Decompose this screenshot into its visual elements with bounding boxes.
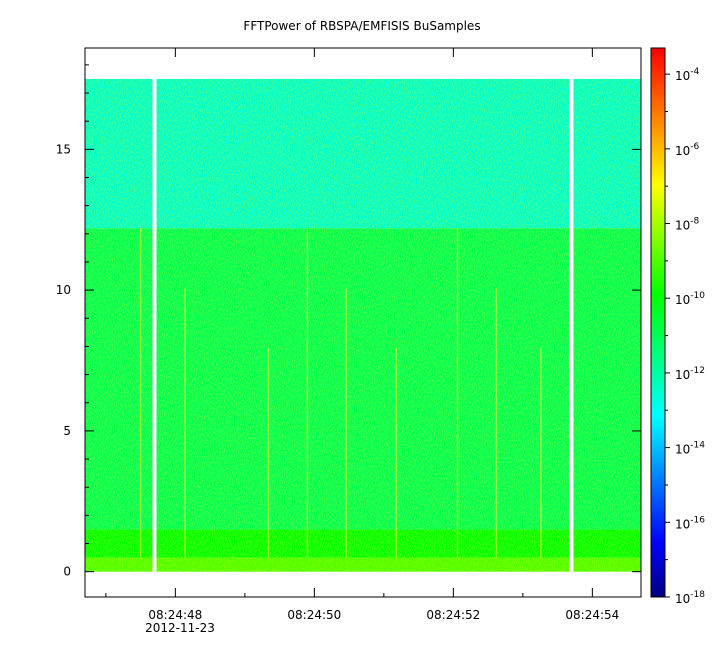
- plot-frame: [84, 47, 642, 598]
- y-tick-label: 15: [56, 142, 71, 156]
- gap-1: [569, 78, 574, 572]
- colorbar-tick-label: 10-10: [675, 291, 705, 307]
- data-gaps: [152, 78, 574, 572]
- colorbar-tick-label: 10-16: [675, 515, 705, 531]
- colorbar-ticks: 10-4 10-6 10-8 10-10 10-12 10-14 10-16 10-18: [665, 67, 705, 606]
- spectrogram-noise: [85, 78, 641, 572]
- colorbar: 10-4 10-6 10-8 10-10 10-12 10-14 10-16 10-18: [650, 47, 705, 606]
- x-tick-label: 08:24:48: [148, 608, 202, 622]
- y-tick-label: 0: [63, 565, 71, 579]
- y-tick-label: 5: [63, 424, 71, 438]
- x-tick-label: 08:24:54: [565, 608, 619, 622]
- x-date-label: 2012-11-23: [145, 621, 215, 635]
- y-tick-label: 10: [56, 283, 71, 297]
- x-axis: 08:24:48 08:24:50 08:24:52 08:24:54: [105, 48, 619, 622]
- colorbar-tick-label: 10-8: [675, 217, 700, 233]
- gap-0: [152, 78, 157, 572]
- chart-title: FFTPower of RBSPA/EMFISIS BuSamples: [243, 19, 480, 33]
- plot-area: [84, 47, 642, 598]
- y-axis: 0 5 10 15: [56, 64, 641, 579]
- colorbar-tick-label: 10-18: [675, 590, 705, 606]
- colorbar-tick-label: 10-4: [675, 67, 700, 83]
- x-tick-label: 08:24:52: [426, 608, 480, 622]
- colorbar-tick-label: 10-14: [675, 441, 705, 457]
- colorbar-tick-label: 10-12: [675, 366, 705, 382]
- colorbar-gradient: [650, 47, 666, 598]
- colorbar-tick-label: 10-6: [675, 142, 700, 158]
- x-tick-label: 08:24:50: [287, 608, 341, 622]
